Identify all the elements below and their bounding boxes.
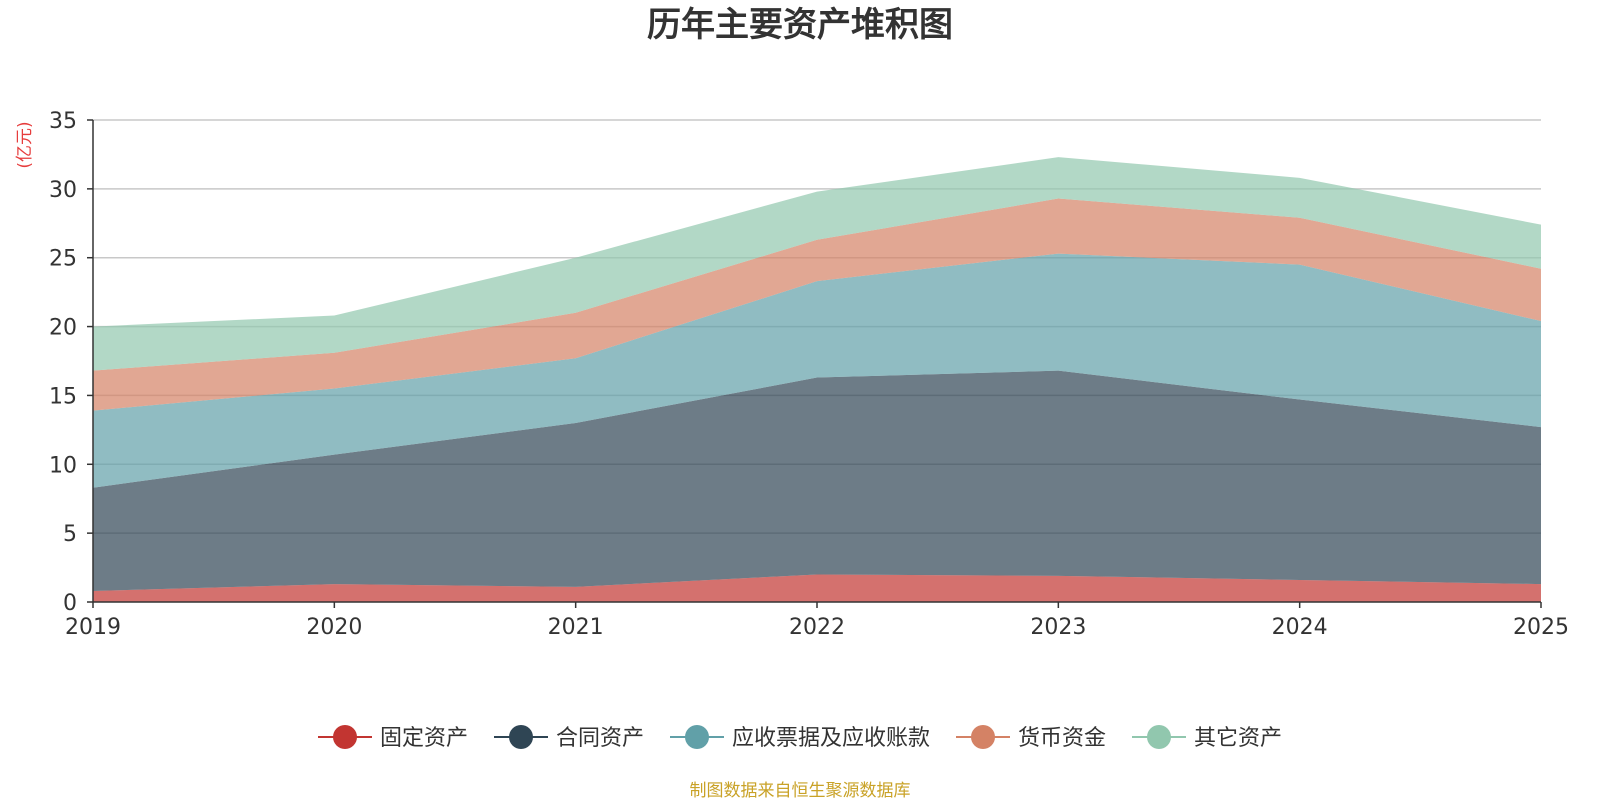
x-tick-label-2022: 2022 — [789, 615, 845, 640]
legend-marker-1 — [509, 725, 533, 749]
y-tick-label-5: 5 — [63, 522, 77, 547]
data-source-note: 制图数据来自恒生聚源数据库 — [690, 781, 911, 800]
x-tick-label-2019: 2019 — [65, 615, 121, 640]
legend-label-0: 固定资产 — [380, 726, 468, 751]
legend-label-4: 其它资产 — [1194, 726, 1282, 751]
area-series-0[interactable] — [93, 574, 1541, 602]
legend-marker-3 — [971, 725, 995, 749]
legend-item-0[interactable]: 固定资产 — [318, 725, 468, 751]
area-series-3[interactable] — [93, 198, 1541, 411]
legend-label-2: 应收票据及应收账款 — [732, 726, 930, 751]
legend-label-3: 货币资金 — [1018, 726, 1106, 751]
area-series-4[interactable] — [93, 157, 1541, 371]
x-tick-label-2025: 2025 — [1513, 615, 1569, 640]
chart-title: 历年主要资产堆积图 — [647, 5, 953, 45]
legend-marker-2 — [685, 725, 709, 749]
y-tick-label-30: 30 — [49, 178, 77, 203]
legend: 固定资产 合同资产 应收票据及应收账款 货币资金 其它资产 — [318, 725, 1282, 751]
x-tick-label-2021: 2021 — [548, 615, 604, 640]
area-series-1[interactable] — [93, 370, 1541, 591]
legend-item-1[interactable]: 合同资产 — [494, 725, 644, 751]
x-tick-label-2024: 2024 — [1272, 615, 1328, 640]
legend-item-4[interactable]: 其它资产 — [1132, 725, 1282, 751]
x-tick-label-2023: 2023 — [1030, 615, 1086, 640]
y-tick-label-25: 25 — [49, 247, 77, 272]
legend-label-1: 合同资产 — [556, 726, 644, 751]
legend-marker-4 — [1147, 725, 1171, 749]
legend-item-3[interactable]: 货币资金 — [956, 725, 1106, 751]
y-tick-label-35: 35 — [49, 109, 77, 134]
area-series-2[interactable] — [93, 253, 1541, 488]
y-axis-unit-label: (亿元) — [15, 121, 35, 168]
y-tick-label-0: 0 — [63, 591, 77, 616]
y-tick-label-15: 15 — [49, 384, 77, 409]
y-tick-label-20: 20 — [49, 316, 77, 341]
x-tick-label-2020: 2020 — [306, 615, 362, 640]
legend-marker-0 — [333, 725, 357, 749]
area-series — [93, 157, 1541, 602]
legend-item-2[interactable]: 应收票据及应收账款 — [670, 725, 930, 751]
y-tick-label-10: 10 — [49, 453, 77, 478]
